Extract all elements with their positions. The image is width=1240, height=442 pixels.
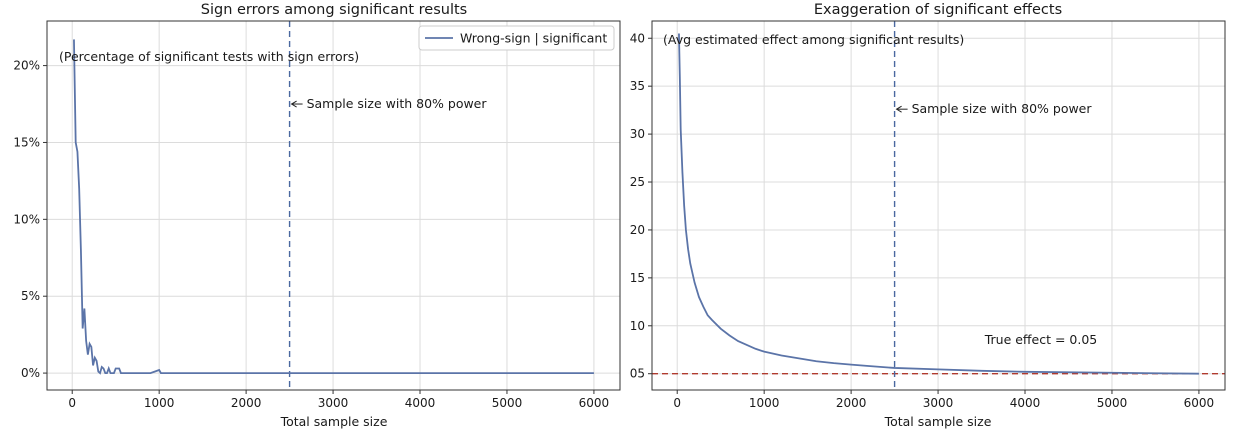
y-tick-label: 5% [21, 289, 40, 303]
y-tick-label: 20% [13, 59, 40, 73]
x-tick-label: 6000 [1184, 396, 1215, 410]
y-tick-label: 15 [630, 271, 645, 285]
x-tick-label: 3000 [923, 396, 954, 410]
right-annotation-text: Sample size with 80% power [912, 101, 1093, 116]
left-annotation-arrowhead [290, 100, 297, 108]
right-x-ticks: 0 1000 2000 3000 4000 5000 6000 [673, 390, 1214, 410]
left-annotation-text: Sample size with 80% power [307, 96, 488, 111]
x-tick-label: 4000 [1010, 396, 1041, 410]
x-tick-label: 5000 [492, 396, 523, 410]
x-tick-label: 0 [68, 396, 76, 410]
legend-box [418, 25, 615, 51]
right-chart-grid [652, 21, 1225, 390]
y-tick-label: 20 [630, 223, 645, 237]
y-tick-label: 10% [13, 212, 40, 226]
y-tick-label: 25 [630, 175, 645, 189]
x-tick-label: 1000 [749, 396, 780, 410]
right-x-axis-label: Total sample size [884, 414, 992, 429]
x-tick-label: 1000 [144, 396, 175, 410]
x-tick-label: 3000 [318, 396, 349, 410]
x-tick-label: 6000 [579, 396, 610, 410]
y-tick-label: 40 [630, 31, 645, 45]
right-chart-panel: Exaggeration of significant effects 0 100… [630, 2, 1226, 429]
y-tick-label: 35 [630, 79, 645, 93]
x-tick-label: 0 [673, 396, 681, 410]
y-tick-label: 10 [630, 319, 645, 333]
true-effect-label: True effect = 0.05 [984, 332, 1098, 347]
left-power-annotation: Sample size with 80% power [290, 96, 488, 111]
right-series-avg-effect-line [678, 33, 1199, 375]
x-tick-label: 2000 [836, 396, 867, 410]
left-chart-panel: Sign errors among significant results 0 1… [13, 2, 621, 429]
right-power-annotation: Sample size with 80% power [895, 101, 1093, 116]
right-chart-title: Exaggeration of significant effects [814, 2, 1062, 18]
left-legend: Wrong-sign | significant [418, 25, 615, 51]
left-chart-title: Sign errors among significant results [201, 2, 467, 18]
x-tick-label: 2000 [231, 396, 262, 410]
left-y-ticks: 0% 5% 10% 15% 20% [13, 59, 47, 380]
right-annotation-arrowhead [895, 105, 902, 113]
y-tick-label: 05 [630, 367, 645, 381]
left-chart-grid [47, 21, 620, 390]
left-x-ticks: 0 1000 2000 3000 4000 5000 6000 [68, 390, 609, 410]
y-tick-label: 0% [21, 366, 40, 380]
y-tick-label: 15% [13, 135, 40, 149]
left-series-wrong-sign-line [73, 39, 594, 375]
right-y-ticks: 05 10 15 20 25 30 35 40 [630, 31, 652, 381]
right-chart-subtitle: (Avg estimated effect among significant … [663, 32, 964, 47]
left-chart-subtitle: (Percentage of significant tests with si… [59, 49, 359, 64]
x-tick-label: 4000 [405, 396, 436, 410]
x-tick-label: 5000 [1097, 396, 1128, 410]
y-tick-label: 30 [630, 127, 645, 141]
legend-entry-wrong-sign: Wrong-sign | significant [460, 31, 607, 46]
left-x-axis-label: Total sample size [280, 414, 388, 429]
